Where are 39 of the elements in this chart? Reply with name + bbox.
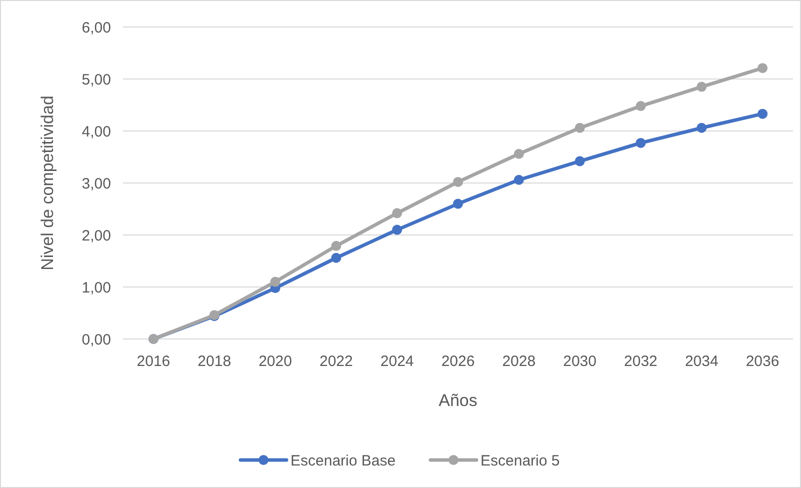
point	[574, 122, 585, 133]
y-tick-label: 4,00	[82, 123, 111, 140]
x-tick-label: 2024	[380, 353, 414, 370]
point	[453, 176, 463, 187]
x-tick-label: 2036	[746, 353, 780, 370]
x-tick-label: 2028	[502, 353, 536, 370]
point	[453, 198, 463, 209]
x-axis-title: Años	[438, 391, 478, 410]
legend-label: Escenario Base	[290, 452, 396, 470]
y-tick-label: 6,00	[82, 19, 111, 36]
y-tick-label: 5,00	[82, 71, 111, 88]
point	[392, 208, 402, 218]
point	[331, 252, 342, 263]
point	[514, 148, 524, 159]
x-tick-label: 2034	[684, 353, 718, 370]
point	[514, 174, 524, 185]
y-axis-title: Nivel de competitividad	[38, 96, 57, 270]
y-tick-label: 2,00	[82, 227, 111, 244]
point	[392, 224, 402, 235]
point	[636, 138, 646, 148]
point	[574, 156, 585, 166]
x-tick-label: 2030	[563, 353, 597, 370]
x-tick-label: 2016	[136, 353, 170, 370]
x-tick-label: 2020	[258, 353, 292, 370]
y-tick-label: 3,00	[82, 175, 111, 192]
point	[758, 108, 768, 119]
point	[758, 63, 768, 74]
y-tick-label: 1,00	[82, 279, 111, 296]
point	[270, 276, 280, 287]
x-tick-label: 2022	[319, 353, 353, 370]
point	[696, 82, 707, 92]
x-tick-label: 2026	[441, 353, 475, 370]
x-tick-label: 2032	[624, 353, 658, 370]
x-tick-label: 2018	[198, 353, 232, 370]
point	[696, 122, 707, 133]
point	[331, 240, 342, 251]
point	[636, 101, 646, 112]
legend-label: Escenario 5	[480, 452, 560, 470]
y-tick-label: 0,00	[82, 331, 111, 348]
